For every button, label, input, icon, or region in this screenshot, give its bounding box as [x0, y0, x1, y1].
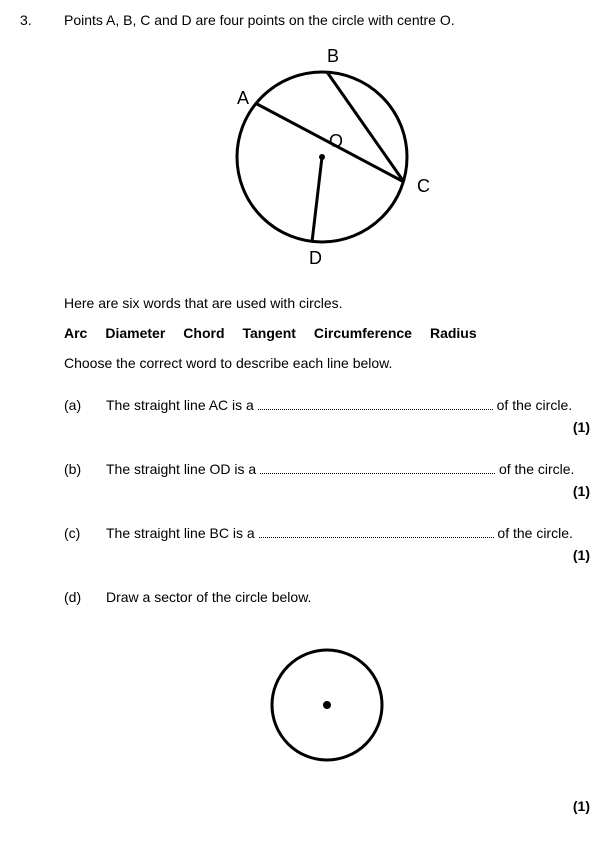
svg-text:O: O — [329, 131, 343, 151]
part-c-label: (c) — [64, 525, 88, 541]
question-body: Points A, B, C and D are four points on … — [64, 12, 590, 814]
part-c: (c) The straight line BC is a of the cir… — [64, 525, 590, 541]
figure-sector — [64, 635, 590, 778]
circle-diagram: A B C D O — [217, 42, 437, 272]
question-row: 3. Points A, B, C and D are four points … — [20, 12, 590, 814]
part-c-blank — [259, 525, 494, 538]
svg-text:D: D — [309, 248, 322, 268]
word-list: Arc Diameter Chord Tangent Circumference… — [64, 325, 590, 341]
part-b-blank — [260, 461, 495, 474]
part-b-label: (b) — [64, 461, 88, 477]
word-tangent: Tangent — [243, 325, 296, 341]
part-b-text: The straight line OD is a of the circle. — [106, 461, 590, 477]
part-b-before: The straight line OD is a — [106, 461, 260, 477]
word-circumference: Circumference — [314, 325, 412, 341]
part-a-before: The straight line AC is a — [106, 397, 258, 413]
part-d-text: Draw a sector of the circle below. — [106, 589, 590, 605]
part-a-text: The straight line AC is a of the circle. — [106, 397, 590, 413]
part-c-before: The straight line BC is a — [106, 525, 259, 541]
part-d-marks: (1) — [64, 798, 590, 814]
part-a-label: (a) — [64, 397, 88, 413]
blank-circle-diagram — [257, 635, 397, 775]
svg-text:C: C — [417, 176, 430, 196]
question-stem: Points A, B, C and D are four points on … — [64, 12, 590, 28]
part-a-marks: (1) — [64, 419, 590, 435]
question-number: 3. — [20, 12, 44, 814]
part-b-marks: (1) — [64, 483, 590, 499]
part-c-after: of the circle. — [494, 525, 573, 541]
part-d: (d) Draw a sector of the circle below. — [64, 589, 590, 605]
word-chord: Chord — [183, 325, 224, 341]
word-arc: Arc — [64, 325, 87, 341]
intro-text: Here are six words that are used with ci… — [64, 295, 590, 311]
part-a-after: of the circle. — [493, 397, 572, 413]
svg-text:B: B — [327, 46, 339, 66]
part-a-blank — [258, 397, 493, 410]
instruction-text: Choose the correct word to describe each… — [64, 355, 590, 371]
part-b: (b) The straight line OD is a of the cir… — [64, 461, 590, 477]
word-radius: Radius — [430, 325, 477, 341]
part-b-after: of the circle. — [495, 461, 574, 477]
word-diameter: Diameter — [105, 325, 165, 341]
part-c-marks: (1) — [64, 547, 590, 563]
part-a: (a) The straight line AC is a of the cir… — [64, 397, 590, 413]
part-c-text: The straight line BC is a of the circle. — [106, 525, 590, 541]
part-d-label: (d) — [64, 589, 88, 605]
figure-main: A B C D O — [64, 42, 590, 275]
svg-text:A: A — [237, 88, 249, 108]
